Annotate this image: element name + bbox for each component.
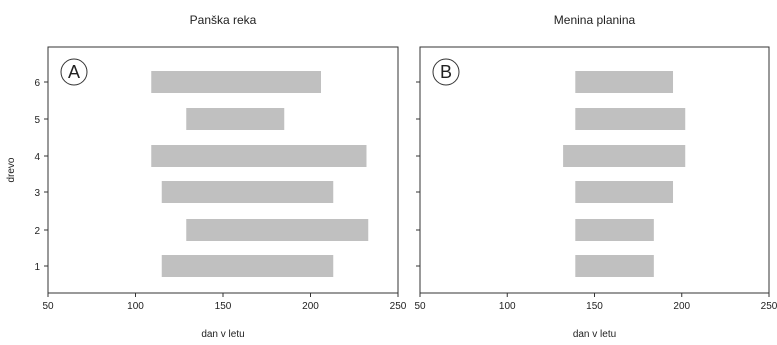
range-bar-drevo-4 xyxy=(563,145,686,167)
range-bar-drevo-1 xyxy=(575,255,654,277)
panel-label-circle xyxy=(60,58,88,86)
chart-panel-2: Menina planina B 50 100 150 200 250 dan v letu xyxy=(414,13,777,340)
x-tick-label: 50 xyxy=(414,301,426,312)
y-tick-label: 3 xyxy=(34,188,40,199)
x-tick-label: 250 xyxy=(390,301,407,312)
range-bar-drevo-1 xyxy=(161,255,334,277)
y-tick-label: 6 xyxy=(34,78,40,89)
chart-title: Panška reka xyxy=(190,13,257,27)
range-bar-drevo-6 xyxy=(575,71,674,93)
x-tick-label: 150 xyxy=(586,301,603,312)
x-tick-label: 200 xyxy=(302,301,319,312)
x-tick-label: 250 xyxy=(761,301,777,312)
x-axis-label: dan v letu xyxy=(573,329,616,340)
y-tick-label: 1 xyxy=(34,262,40,273)
panel-label: B xyxy=(440,62,452,82)
panel-label-circle xyxy=(432,58,460,86)
y-tick-label: 4 xyxy=(34,152,40,163)
chart-title: Menina planina xyxy=(554,13,636,27)
x-tick-label: 200 xyxy=(673,301,690,312)
range-bar-drevo-2 xyxy=(186,219,369,241)
range-bar-drevo-5 xyxy=(186,108,285,130)
range-bar-drevo-3 xyxy=(161,181,334,203)
x-tick-label: 150 xyxy=(215,301,232,312)
range-bar-drevo-6 xyxy=(151,71,321,93)
x-tick-label: 50 xyxy=(42,301,54,312)
panel-label: A xyxy=(68,62,80,82)
y-tick-label: 2 xyxy=(34,226,40,237)
range-bar-drevo-3 xyxy=(575,181,674,203)
y-axis-label: drevo xyxy=(6,157,17,182)
range-bar-drevo-5 xyxy=(575,108,686,130)
x-tick-label: 100 xyxy=(127,301,144,312)
y-tick-label: 5 xyxy=(34,115,40,126)
chart-panel-1: Panška reka A 50 100 150 200 250 1 2 3 4 5 6 dan v le… xyxy=(6,13,407,340)
range-bar-drevo-4 xyxy=(151,145,367,167)
x-axis-label: dan v letu xyxy=(201,329,244,340)
range-bar-drevo-2 xyxy=(575,219,654,241)
x-tick-label: 100 xyxy=(499,301,516,312)
